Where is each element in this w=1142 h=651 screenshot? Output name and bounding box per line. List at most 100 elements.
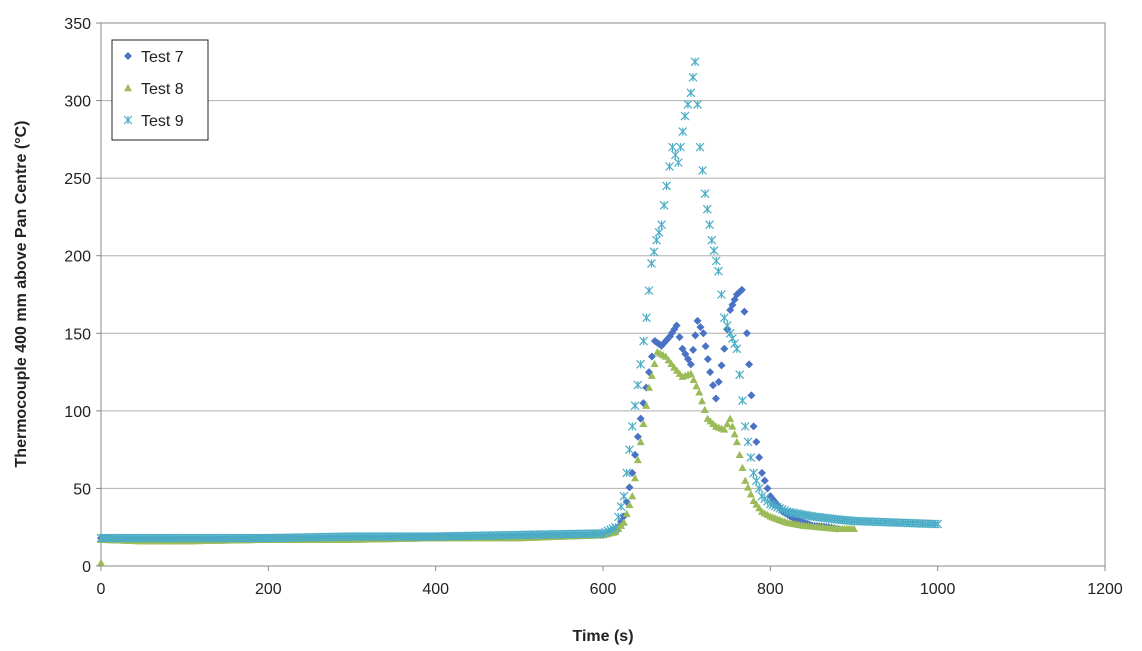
data-point <box>622 468 632 478</box>
y-axis-title: Thermocouple 400 mm above Pan Centre (°C… <box>13 121 30 468</box>
data-point <box>124 84 132 92</box>
data-point <box>728 422 737 430</box>
data-point <box>630 401 640 411</box>
series-test-7 <box>97 285 842 544</box>
legend-label: Test 8 <box>141 81 184 98</box>
y-tick-label: 300 <box>64 94 91 111</box>
data-point <box>689 345 698 354</box>
data-point <box>700 189 710 199</box>
x-tick-label: 400 <box>422 581 449 598</box>
data-point <box>654 228 664 237</box>
data-point <box>698 397 707 405</box>
data-point <box>695 142 705 152</box>
x-axis: 0 200 400 600 800 1000 1200 <box>97 566 1123 598</box>
data-point <box>742 329 751 338</box>
data-point <box>760 476 769 485</box>
data-point <box>749 422 758 431</box>
data-point <box>665 162 674 171</box>
data-point <box>124 52 132 60</box>
data-point <box>662 181 672 191</box>
x-tick-label: 800 <box>757 581 784 598</box>
data-point <box>625 445 634 455</box>
data-point <box>659 200 669 210</box>
data-point <box>123 115 133 125</box>
data-point <box>672 321 681 330</box>
data-point <box>636 414 645 423</box>
data-point <box>746 490 755 498</box>
data-point <box>743 437 753 447</box>
data-point <box>707 235 717 245</box>
data-point <box>755 453 764 462</box>
y-tick-label: 0 <box>82 559 91 576</box>
data-point <box>642 401 651 409</box>
data-point <box>686 88 696 98</box>
plot-area-border <box>100 22 1106 567</box>
data-point <box>675 333 684 342</box>
data-point <box>633 380 643 390</box>
data-point <box>740 307 749 316</box>
gridlines <box>101 22 1105 489</box>
data-point <box>649 247 659 257</box>
data-point <box>650 359 659 367</box>
data-point <box>627 421 637 431</box>
data-point <box>633 432 642 441</box>
data-point <box>719 313 729 323</box>
data-point <box>735 370 745 380</box>
series-test-9 <box>96 57 943 543</box>
data-point <box>636 359 646 369</box>
data-point <box>693 100 702 109</box>
data-point <box>705 220 714 230</box>
x-tick-label: 0 <box>97 581 106 598</box>
y-tick-label: 50 <box>73 481 91 498</box>
data-point <box>676 142 685 152</box>
data-point <box>97 558 105 566</box>
data-point <box>716 290 726 299</box>
data-point <box>757 468 766 477</box>
data-point <box>933 519 943 529</box>
data-point <box>730 430 739 438</box>
data-point <box>700 405 709 414</box>
x-tick-label: 200 <box>255 581 282 598</box>
data-point <box>619 518 628 526</box>
data-point <box>732 437 741 446</box>
data-point <box>619 491 629 501</box>
data-point <box>711 256 721 266</box>
data-point <box>613 512 623 522</box>
data-point <box>691 331 700 340</box>
legend-label: Test 7 <box>141 49 184 66</box>
data-point <box>749 468 759 478</box>
legend-label: Test 9 <box>141 113 184 130</box>
data-point <box>738 396 747 405</box>
data-point <box>633 455 642 464</box>
data-point <box>754 484 764 493</box>
data-point <box>714 377 723 386</box>
data-point <box>692 382 701 390</box>
data-point <box>744 483 753 491</box>
data-point <box>625 483 634 492</box>
data-point <box>678 127 688 137</box>
data-point <box>631 474 640 482</box>
data-point <box>628 492 637 500</box>
data-point <box>741 476 750 484</box>
data-point <box>726 414 735 422</box>
y-tick-label: 350 <box>64 16 91 33</box>
y-tick-label: 250 <box>64 171 91 188</box>
data-point <box>717 361 726 370</box>
data-point <box>673 158 683 168</box>
data-point <box>751 476 761 486</box>
data-point <box>639 419 648 427</box>
data-point <box>686 360 695 369</box>
data-point <box>647 371 656 379</box>
legend-item: Test 9 <box>123 113 184 130</box>
series-test-8 <box>97 347 858 545</box>
series-layer <box>96 57 943 566</box>
data-point <box>668 142 677 152</box>
data-point <box>703 355 712 364</box>
data-point <box>720 425 729 433</box>
data-point <box>680 111 690 121</box>
data-point <box>693 316 702 325</box>
x-tick-label: 1000 <box>920 581 956 598</box>
data-point <box>686 369 695 377</box>
data-point <box>701 342 710 351</box>
